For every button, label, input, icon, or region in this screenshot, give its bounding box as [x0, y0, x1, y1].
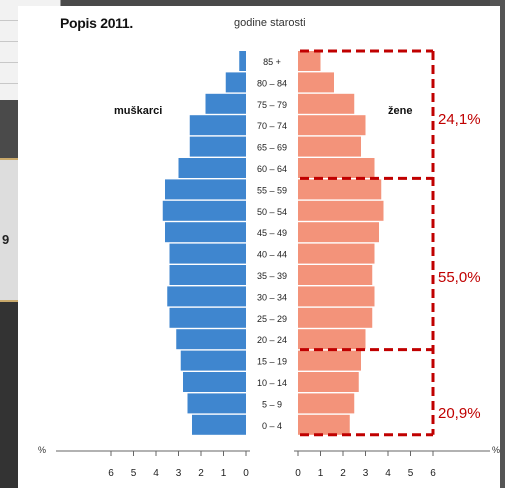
age-group-label: 0 – 4: [262, 421, 282, 431]
age-group-label: 75 – 79: [257, 100, 287, 110]
bar-zene: [298, 329, 366, 350]
bar-muskarci: [205, 93, 246, 114]
age-group-label: 65 – 69: [257, 143, 287, 153]
age-group-label: 5 – 9: [262, 399, 282, 409]
series-label-muskarci: muškarci: [114, 105, 162, 117]
bar-zene: [298, 243, 375, 264]
bar-zene: [298, 350, 361, 371]
bar-muskarci: [165, 179, 246, 200]
bar-muskarci: [162, 200, 246, 221]
bar-zene: [298, 158, 375, 178]
x-tick-label-left: 4: [153, 468, 159, 479]
age-group-label: 70 – 74: [257, 121, 287, 131]
bar-muskarci: [178, 158, 246, 178]
age-group-label: 55 – 59: [257, 185, 287, 195]
group-share-label: 20,9%: [438, 405, 481, 422]
bar-muskarci: [239, 51, 246, 71]
age-group-label: 30 – 34: [257, 292, 287, 302]
bar-zene: [298, 286, 375, 307]
bar-zene: [298, 179, 382, 200]
bar-zene: [298, 372, 359, 392]
x-tick-label-left: 6: [108, 468, 114, 479]
chart-subtitle: godine starosti: [234, 17, 306, 29]
x-tick-label-right: 0: [295, 468, 301, 479]
bar-zene: [298, 200, 384, 221]
bar-zene: [298, 414, 350, 435]
age-group-label: 25 – 29: [257, 314, 287, 324]
bar-muskarci: [189, 136, 246, 157]
x-tick-label-right: 6: [430, 468, 436, 479]
bar-zene: [298, 265, 373, 285]
bar-zene: [298, 51, 321, 71]
bar-muskarci: [169, 307, 246, 328]
age-group-label: 80 – 84: [257, 78, 287, 88]
x-tick-label-right: 5: [408, 468, 414, 479]
bar-muskarci: [225, 72, 246, 93]
bar-zene: [298, 307, 373, 328]
x-tick-label-left: 2: [198, 468, 204, 479]
age-group-label: 85 +: [263, 57, 281, 67]
age-group-label: 10 – 14: [257, 378, 287, 388]
age-group-label: 15 – 19: [257, 357, 287, 367]
bar-zene: [298, 393, 355, 414]
bar-zene: [298, 115, 366, 136]
age-group-label: 45 – 49: [257, 228, 287, 238]
bar-muskarci: [189, 115, 246, 136]
bar-muskarci: [183, 372, 246, 392]
bar-muskarci: [169, 265, 246, 285]
bar-zene: [298, 222, 379, 243]
bar-zene: [298, 136, 361, 157]
age-group-label: 60 – 64: [257, 164, 287, 174]
group-share-label: 24,1%: [438, 111, 481, 128]
bar-zene: [298, 93, 355, 114]
x-unit-right: %: [492, 445, 500, 455]
x-tick-label-left: 0: [243, 468, 249, 479]
bar-muskarci: [165, 222, 246, 243]
age-group-label: 35 – 39: [257, 271, 287, 281]
bar-muskarci: [187, 393, 246, 414]
age-group-label: 40 – 44: [257, 250, 287, 260]
bar-zene: [298, 72, 334, 93]
x-tick-label-left: 5: [131, 468, 137, 479]
age-group-label: 20 – 24: [257, 335, 287, 345]
x-tick-label-right: 1: [318, 468, 324, 479]
bar-muskarci: [167, 286, 246, 307]
x-tick-label-right: 2: [340, 468, 346, 479]
bar-muskarci: [192, 414, 246, 435]
x-tick-label-left: 1: [221, 468, 227, 479]
x-tick-label-left: 3: [176, 468, 182, 479]
bar-muskarci: [176, 329, 246, 350]
x-tick-label-right: 4: [385, 468, 391, 479]
series-label-zene: žene: [388, 105, 412, 117]
bar-muskarci: [169, 243, 246, 264]
background-table-value: 9: [2, 232, 10, 247]
group-share-label: 55,0%: [438, 269, 481, 286]
age-group-label: 50 – 54: [257, 207, 287, 217]
chart-title: Popis 2011.: [60, 15, 133, 31]
bar-muskarci: [180, 350, 246, 371]
x-tick-label-right: 3: [363, 468, 369, 479]
x-unit-left: %: [38, 445, 46, 455]
